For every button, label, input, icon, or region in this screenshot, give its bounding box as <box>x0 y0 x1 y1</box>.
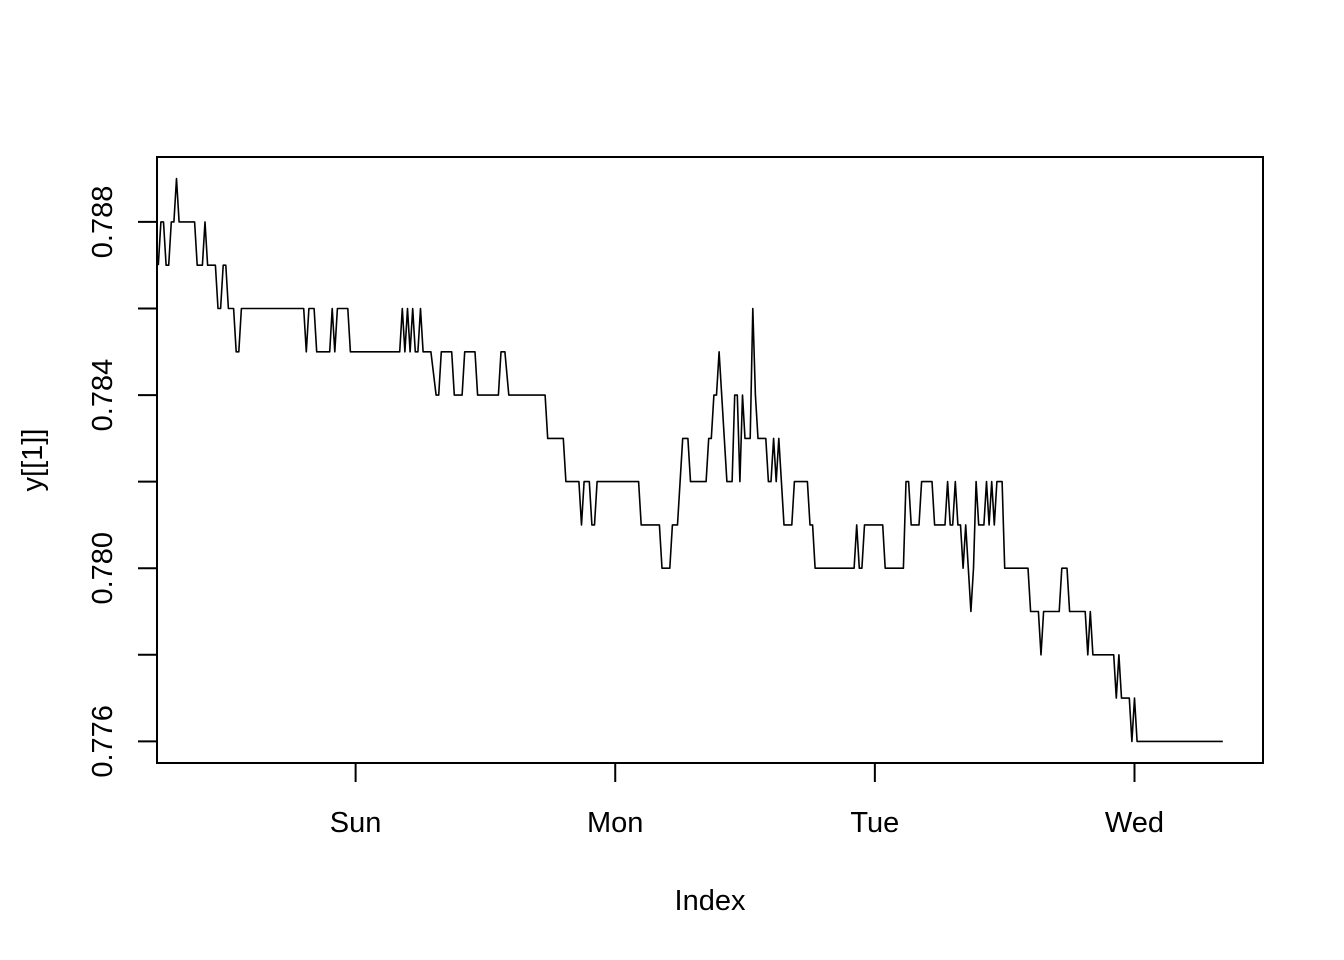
y-tick-label: 0.784 <box>87 359 119 432</box>
plot-frame <box>156 156 1264 764</box>
y-axis-label: y[[1]] <box>17 429 49 492</box>
y-tick-label: 0.788 <box>87 186 119 259</box>
x-tick-label: Sun <box>330 807 382 839</box>
x-axis: Sun Mon Tue Wed <box>330 763 1164 839</box>
x-axis-label: Index <box>675 885 746 917</box>
series-line <box>157 177 1223 743</box>
y-axis: 0.776 0.780 0.784 0.788 <box>87 186 157 778</box>
x-tick-label: Mon <box>587 807 643 839</box>
y-tick-label: 0.776 <box>87 705 119 778</box>
y-tick-label: 0.780 <box>87 532 119 605</box>
x-tick-label: Wed <box>1105 807 1164 839</box>
x-tick-label: Tue <box>850 807 899 839</box>
